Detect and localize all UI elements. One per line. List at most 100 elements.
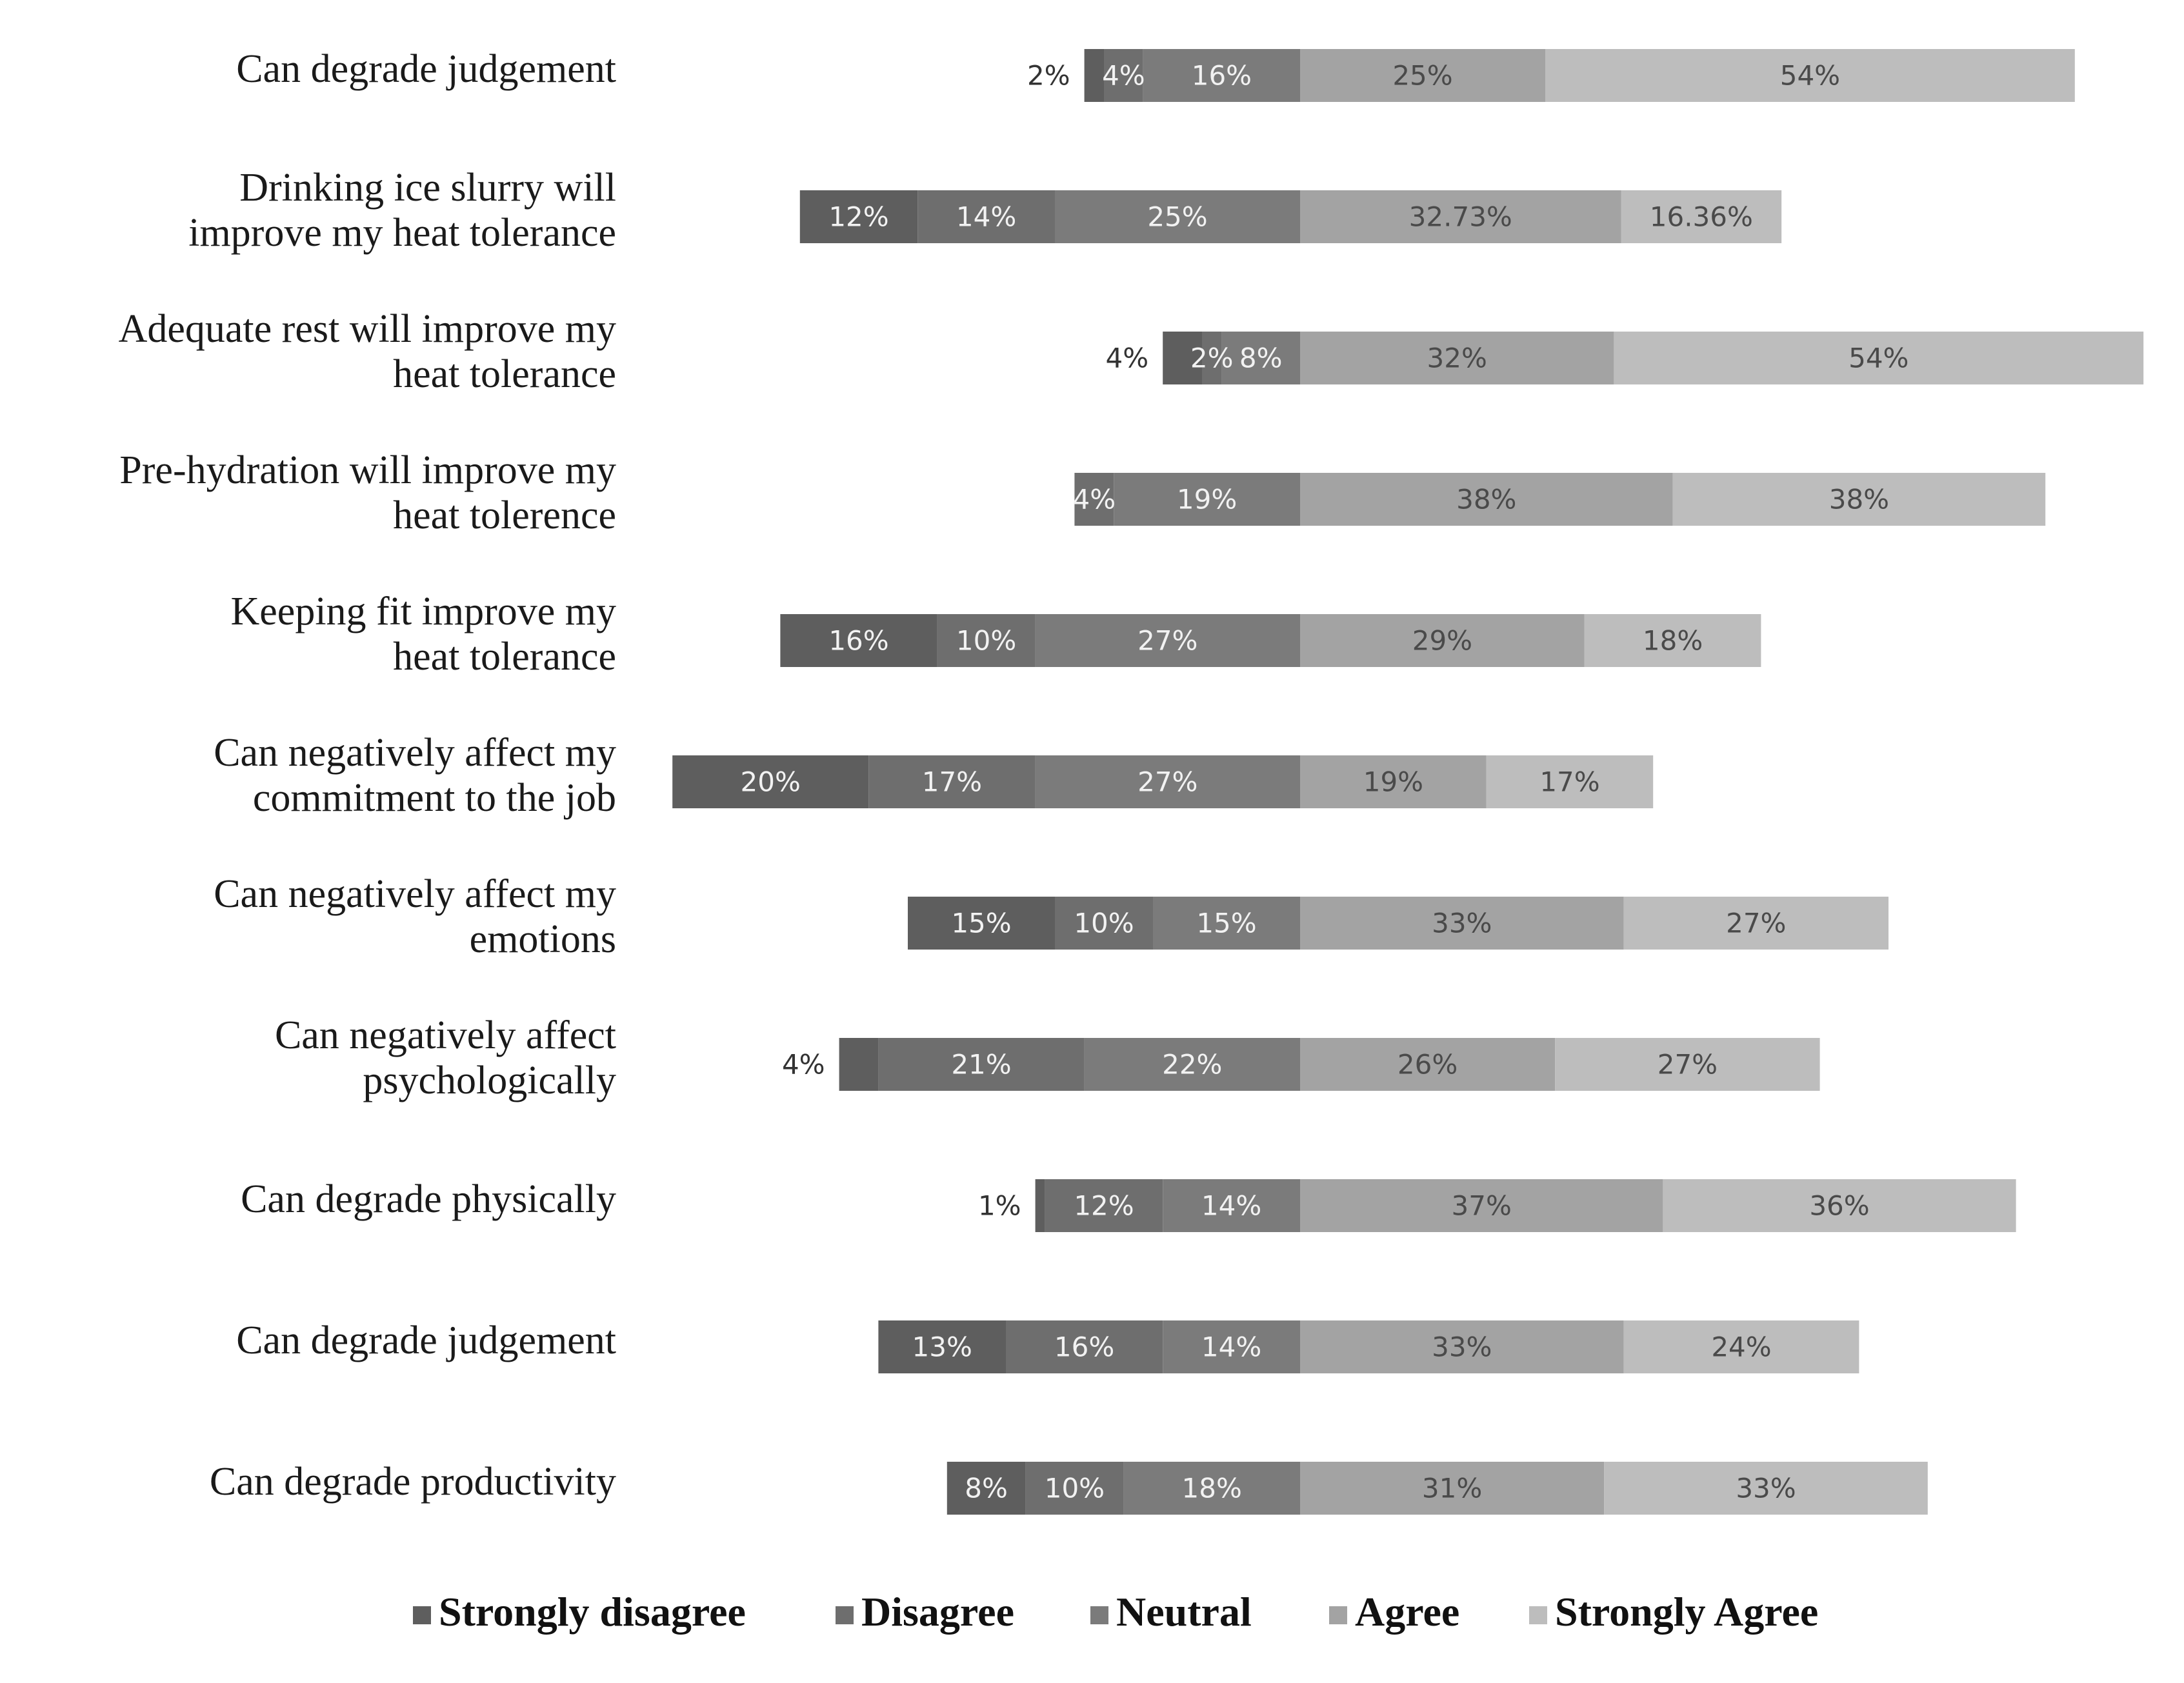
bar-segment-disagree bbox=[868, 755, 1036, 808]
data-label: 54% bbox=[1780, 60, 1840, 92]
data-label: 12% bbox=[1074, 1190, 1134, 1222]
bar-segment-agree bbox=[1300, 1179, 1663, 1232]
legend-swatch bbox=[1090, 1606, 1108, 1624]
bar-segment-neutral bbox=[1114, 473, 1300, 526]
bar-segment-disagree bbox=[1055, 897, 1153, 950]
category-label: Can degrade physically bbox=[241, 1177, 616, 1221]
legend-label: Disagree bbox=[861, 1589, 1014, 1635]
bar-segment-strongly-agree bbox=[1672, 473, 2046, 526]
bar-segment-agree bbox=[1300, 755, 1487, 808]
data-label: 14% bbox=[956, 201, 1016, 233]
data-label: 8% bbox=[965, 1473, 1008, 1504]
bar-segment-strongly-disagree bbox=[1084, 49, 1104, 102]
bar-segment-strongly-agree bbox=[1584, 614, 1761, 667]
bar-segment-strongly-disagree bbox=[780, 614, 937, 667]
bar-segment-neutral bbox=[1035, 614, 1300, 667]
bar-segment-agree bbox=[1300, 1038, 1556, 1091]
data-label: 4% bbox=[1106, 343, 1149, 374]
bar-segment-strongly-disagree bbox=[672, 755, 869, 808]
category-label: Can degrade judgement bbox=[236, 47, 616, 91]
bar-segment-agree bbox=[1300, 332, 1614, 384]
category-labels-layer: Can degrade judgement Drinking ice slurry… bbox=[119, 47, 616, 1504]
data-label: 27% bbox=[1658, 1049, 1718, 1081]
bar-segment-agree bbox=[1300, 897, 1624, 950]
bar-segment-neutral bbox=[1055, 190, 1300, 243]
bar-segment-neutral bbox=[1163, 1320, 1300, 1373]
data-label: 10% bbox=[1045, 1473, 1105, 1504]
data-label: 17% bbox=[922, 766, 982, 798]
data-label: 25% bbox=[1147, 201, 1207, 233]
category-label: Adequate rest will improve my bbox=[119, 307, 616, 351]
data-label: 16% bbox=[1054, 1331, 1114, 1363]
category-label: heat tolerance bbox=[393, 352, 616, 396]
data-label: 24% bbox=[1711, 1331, 1771, 1363]
bar-segment-agree bbox=[1300, 473, 1673, 526]
data-label: 4% bbox=[782, 1049, 825, 1081]
bar-segment-strongly-agree bbox=[1623, 897, 1888, 950]
category-label: psychologically bbox=[363, 1059, 616, 1102]
data-label: 29% bbox=[1412, 625, 1472, 657]
bar-segment-strongly-disagree bbox=[908, 897, 1055, 950]
legend: Strongly disagree Disagree Neutral Agree Str… bbox=[413, 1589, 1818, 1635]
data-label: 38% bbox=[1456, 484, 1516, 515]
category-label: Drinking ice slurry will bbox=[239, 166, 616, 210]
data-label: 18% bbox=[1182, 1473, 1242, 1504]
data-label: 20% bbox=[741, 766, 801, 798]
data-label: 17% bbox=[1539, 766, 1599, 798]
data-label: 1% bbox=[978, 1190, 1021, 1222]
bar-segment-strongly-disagree bbox=[878, 1320, 1006, 1373]
category-label: heat tolerance bbox=[393, 635, 616, 679]
category-label: Can degrade judgement bbox=[236, 1319, 616, 1362]
bar-segment-disagree bbox=[878, 1038, 1085, 1091]
bar-segment-strongly-agree bbox=[1621, 190, 1782, 243]
data-label: 31% bbox=[1422, 1473, 1482, 1504]
bar-segment-strongly-disagree bbox=[1163, 332, 1202, 384]
bar-segment-strongly-disagree bbox=[1035, 1179, 1045, 1232]
bar-segment-neutral bbox=[1163, 1179, 1300, 1232]
category-label: heat tolerence bbox=[393, 493, 616, 537]
data-label: 37% bbox=[1452, 1190, 1512, 1222]
data-label: 36% bbox=[1809, 1190, 1869, 1222]
bar-segment-strongly-disagree bbox=[947, 1462, 1026, 1515]
bar-segment-neutral bbox=[1123, 1462, 1300, 1515]
category-label: Pre-hydration will improve my bbox=[119, 448, 616, 492]
data-label: 2% bbox=[1190, 343, 1234, 374]
bar-segment-agree bbox=[1300, 614, 1585, 667]
legend-label: Agree bbox=[1355, 1589, 1459, 1635]
category-label: Can negatively affect my bbox=[214, 731, 616, 775]
category-label: Can degrade productivity bbox=[210, 1460, 616, 1504]
data-label: 8% bbox=[1239, 343, 1283, 374]
bar-segment-agree bbox=[1300, 190, 1621, 243]
bar-segment-strongly-disagree bbox=[839, 1038, 879, 1091]
data-label: 19% bbox=[1177, 484, 1237, 515]
bar-segment-strongly-disagree bbox=[799, 190, 918, 243]
data-label: 27% bbox=[1137, 766, 1197, 798]
data-label: 15% bbox=[951, 908, 1011, 939]
bar-segment-strongly-agree bbox=[1623, 1320, 1859, 1373]
bar-segment-neutral bbox=[1153, 897, 1300, 950]
bar-segment-disagree bbox=[1025, 1462, 1124, 1515]
bars-layer: 2% 4% 16% 25% 54%12% 14% 25% 32.73% 16.36%4% 2% 8%… bbox=[672, 49, 2144, 1515]
bar-segment-agree bbox=[1300, 1320, 1624, 1373]
data-label: 15% bbox=[1196, 908, 1256, 939]
legend-swatch bbox=[1529, 1606, 1547, 1624]
legend-label: Neutral bbox=[1116, 1589, 1252, 1635]
data-label: 14% bbox=[1201, 1190, 1261, 1222]
bar-segment-agree bbox=[1300, 49, 1545, 102]
legend-swatch bbox=[413, 1606, 431, 1624]
data-label: 13% bbox=[912, 1331, 972, 1363]
data-label: 25% bbox=[1392, 60, 1452, 92]
category-label: emotions bbox=[470, 917, 616, 961]
data-label: 33% bbox=[1432, 1331, 1492, 1363]
bar-segment-disagree bbox=[1074, 473, 1114, 526]
data-label: 26% bbox=[1398, 1049, 1458, 1081]
category-label: improve my heat tolerance bbox=[188, 211, 616, 255]
data-label: 10% bbox=[1074, 908, 1134, 939]
data-label: 10% bbox=[956, 625, 1016, 657]
legend-label: Strongly Agree bbox=[1555, 1589, 1818, 1635]
data-label: 21% bbox=[951, 1049, 1011, 1081]
bar-segment-agree bbox=[1300, 1462, 1605, 1515]
bar-segment-strongly-agree bbox=[1555, 1038, 1820, 1091]
